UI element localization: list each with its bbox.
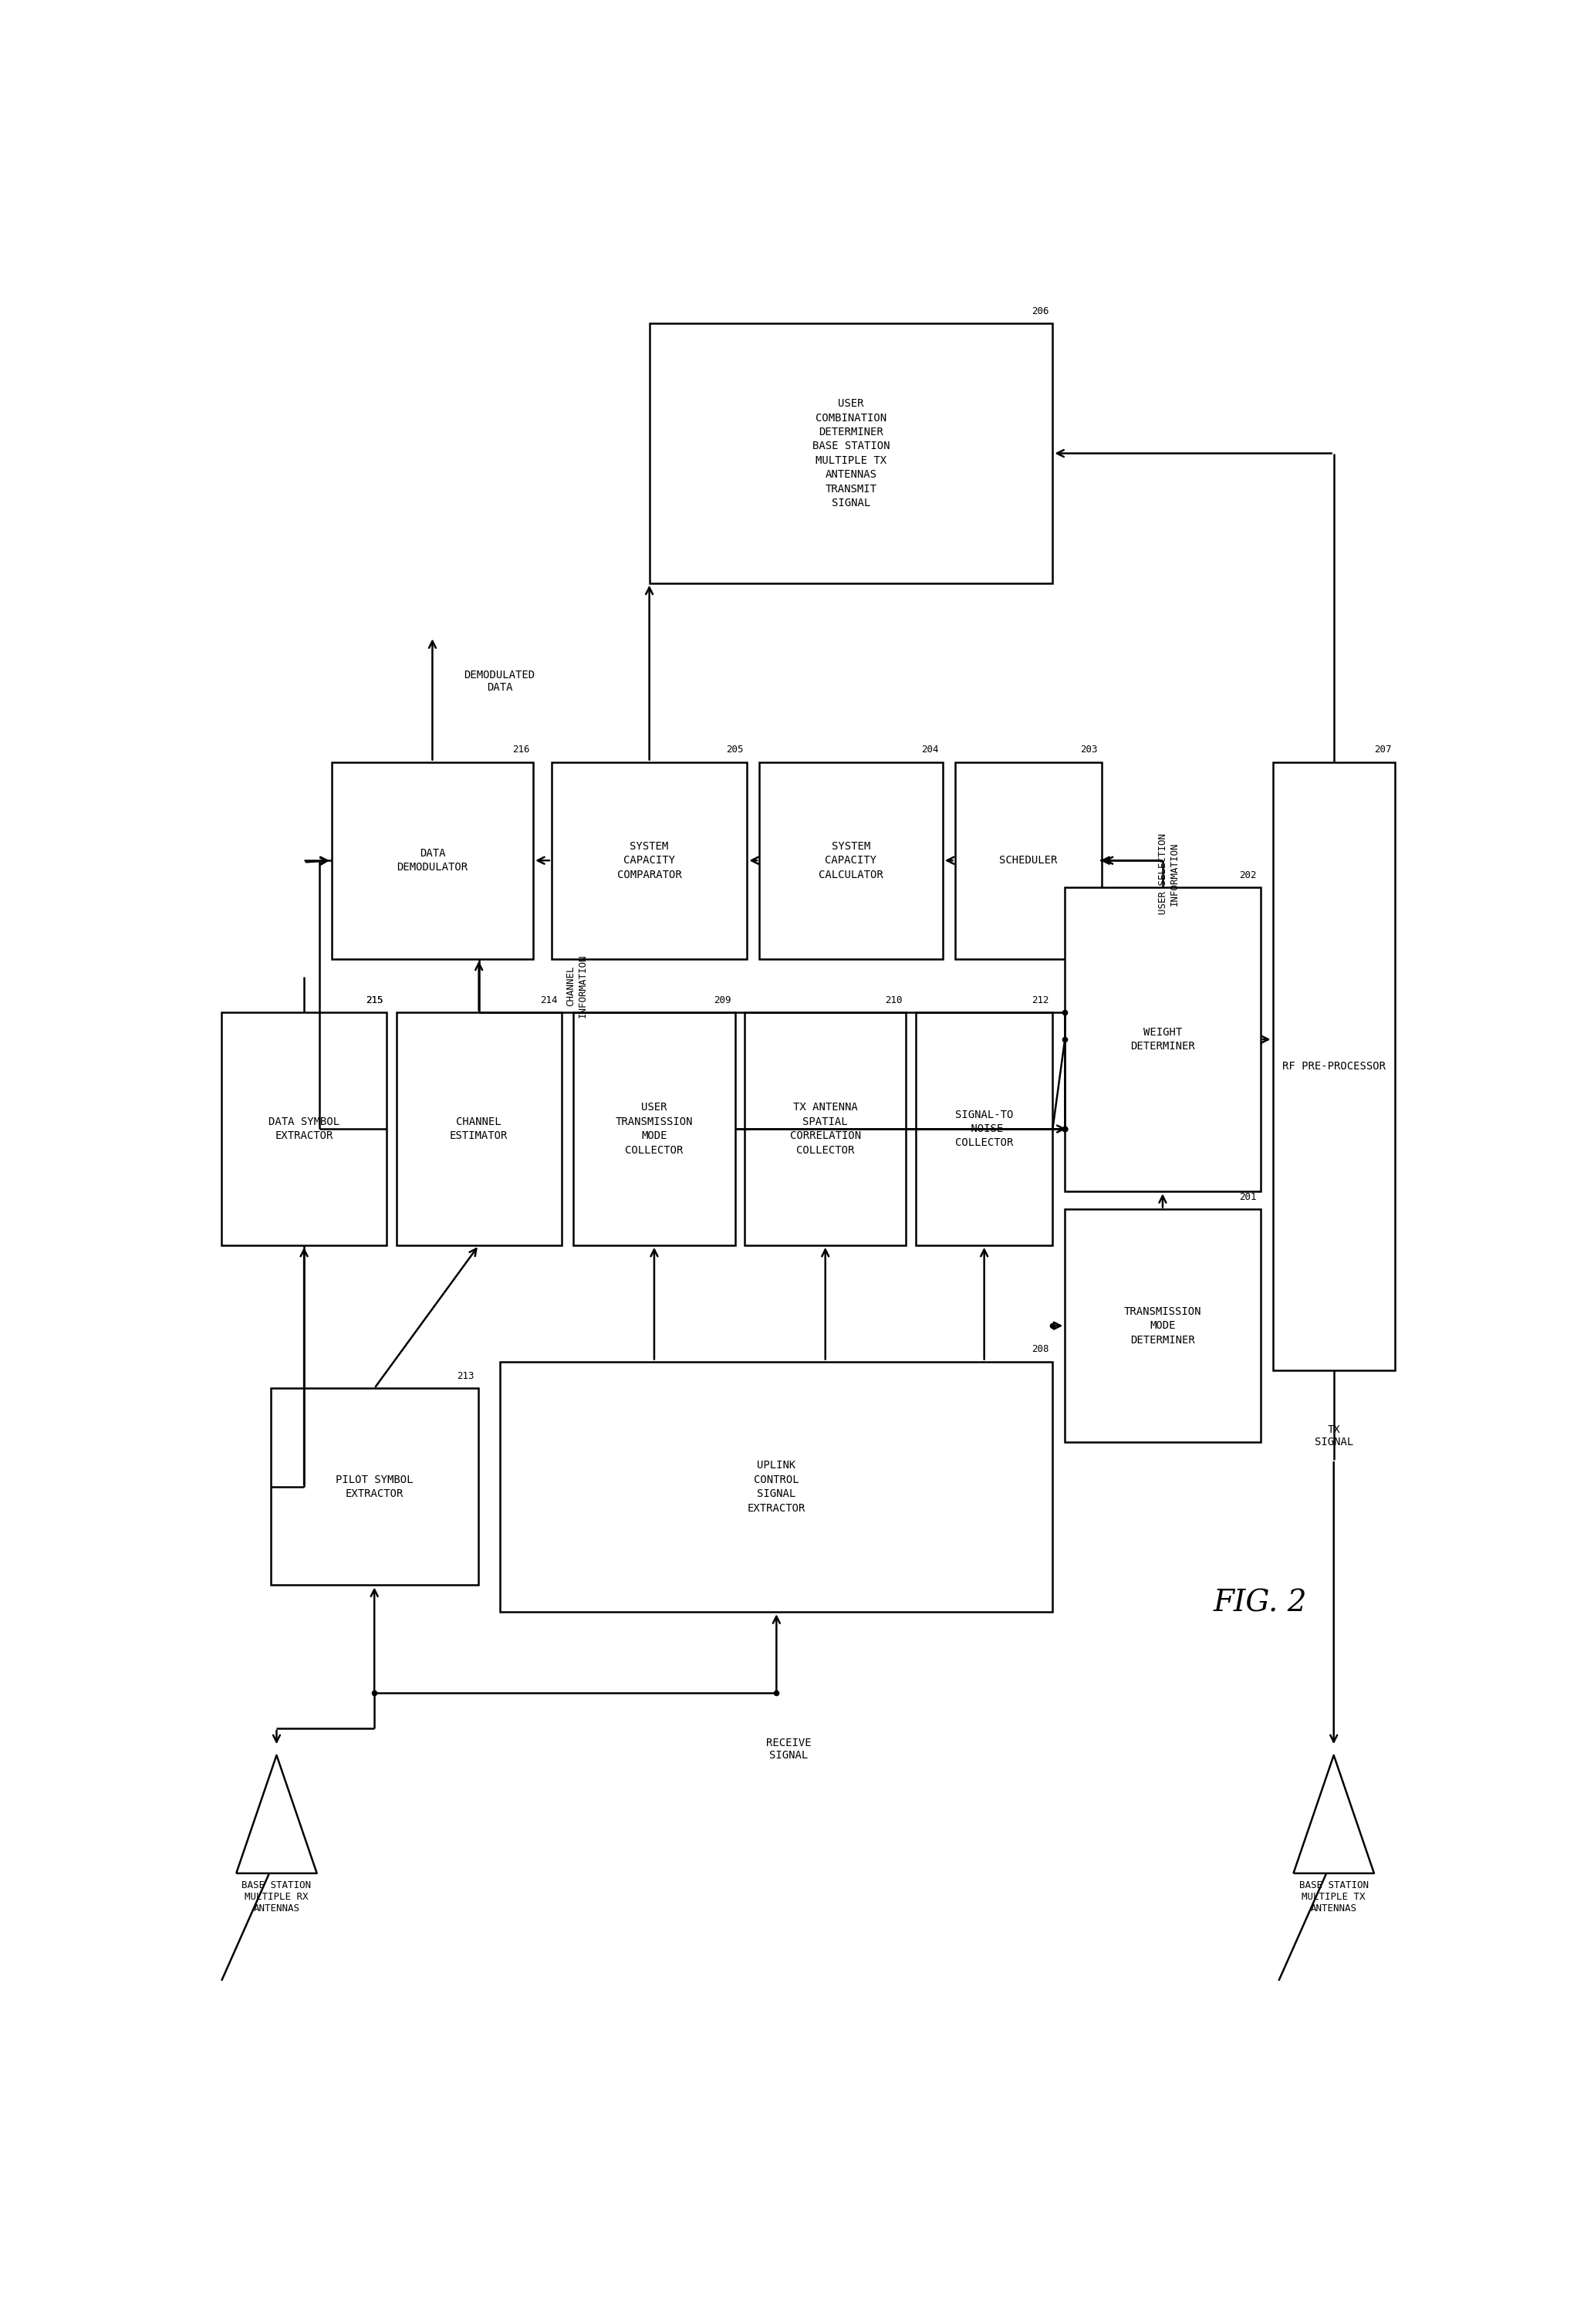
Text: 207: 207: [1374, 746, 1391, 755]
Text: 214: 214: [541, 995, 558, 1006]
Bar: [574, 1013, 735, 1246]
Bar: [1273, 762, 1396, 1371]
Text: 204: 204: [921, 746, 938, 755]
Bar: [1064, 1208, 1260, 1441]
Bar: [271, 1387, 478, 1585]
Text: 215: 215: [366, 995, 383, 1006]
Text: UPLINK
CONTROL
SIGNAL
EXTRACTOR: UPLINK CONTROL SIGNAL EXTRACTOR: [747, 1459, 806, 1513]
Text: TRANSMISSION
MODE
DETERMINER: TRANSMISSION MODE DETERMINER: [1124, 1306, 1202, 1346]
Bar: [916, 1013, 1053, 1246]
Text: SYSTEM
CAPACITY
COMPARATOR: SYSTEM CAPACITY COMPARATOR: [617, 841, 681, 881]
Text: USER SELECTION
INFORMATION: USER SELECTION INFORMATION: [1158, 834, 1180, 913]
Text: CHANNEL
INFORMATION: CHANNEL INFORMATION: [566, 953, 587, 1018]
Text: SYSTEM
CAPACITY
CALCULATOR: SYSTEM CAPACITY CALCULATOR: [818, 841, 883, 881]
Text: 210: 210: [885, 995, 902, 1006]
Text: 213: 213: [457, 1371, 475, 1380]
Text: RF PRE-PROCESSOR: RF PRE-PROCESSOR: [1282, 1060, 1386, 1071]
Text: SIGNAL-TO
-NOISE
COLLECTOR: SIGNAL-TO -NOISE COLLECTOR: [956, 1109, 1014, 1148]
Text: 208: 208: [1031, 1343, 1049, 1355]
Bar: [396, 1013, 561, 1246]
Bar: [760, 762, 943, 960]
Text: 205: 205: [725, 746, 743, 755]
Text: 206: 206: [1031, 307, 1049, 316]
Text: USER
TRANSMISSION
MODE
COLLECTOR: USER TRANSMISSION MODE COLLECTOR: [615, 1102, 692, 1155]
Text: WEIGHT
DETERMINER: WEIGHT DETERMINER: [1131, 1027, 1195, 1053]
Text: 215: 215: [366, 995, 383, 1006]
Text: DEMODULATED
DATA: DEMODULATED DATA: [464, 669, 535, 693]
Text: 212: 212: [1031, 995, 1049, 1006]
Text: 209: 209: [714, 995, 732, 1006]
Bar: [331, 762, 533, 960]
Text: BASE STATION
MULTIPLE TX
ANTENNAS: BASE STATION MULTIPLE TX ANTENNAS: [1299, 1880, 1369, 1913]
Bar: [1064, 888, 1260, 1192]
Bar: [552, 762, 747, 960]
Bar: [744, 1013, 905, 1246]
Text: CHANNEL
ESTIMATOR: CHANNEL ESTIMATOR: [449, 1116, 508, 1141]
Bar: [956, 762, 1101, 960]
Bar: [650, 323, 1052, 583]
Text: 203: 203: [1080, 746, 1098, 755]
Text: BASE STATION
MULTIPLE RX
ANTENNAS: BASE STATION MULTIPLE RX ANTENNAS: [241, 1880, 311, 1913]
Text: 202: 202: [1240, 869, 1257, 881]
Text: 201: 201: [1240, 1192, 1257, 1202]
Text: SCHEDULER: SCHEDULER: [1000, 855, 1057, 867]
Text: TX ANTENNA
SPATIAL
CORRELATION
COLLECTOR: TX ANTENNA SPATIAL CORRELATION COLLECTOR: [790, 1102, 861, 1155]
Text: RECEIVE
SIGNAL: RECEIVE SIGNAL: [766, 1738, 811, 1762]
Text: DATA SYMBOL
EXTRACTOR: DATA SYMBOL EXTRACTOR: [268, 1116, 339, 1141]
Text: USER
COMBINATION
DETERMINER
BASE STATION
MULTIPLE TX
ANTENNAS
TRANSMIT
SIGNAL: USER COMBINATION DETERMINER BASE STATION…: [812, 397, 889, 509]
Text: PILOT SYMBOL
EXTRACTOR: PILOT SYMBOL EXTRACTOR: [336, 1473, 413, 1499]
Bar: [221, 1013, 386, 1246]
Text: TX
SIGNAL: TX SIGNAL: [1314, 1425, 1353, 1448]
Text: 216: 216: [513, 746, 530, 755]
Text: DATA
DEMODULATOR: DATA DEMODULATOR: [397, 848, 468, 874]
Text: FIG. 2: FIG. 2: [1214, 1590, 1307, 1618]
Bar: [500, 1362, 1052, 1613]
